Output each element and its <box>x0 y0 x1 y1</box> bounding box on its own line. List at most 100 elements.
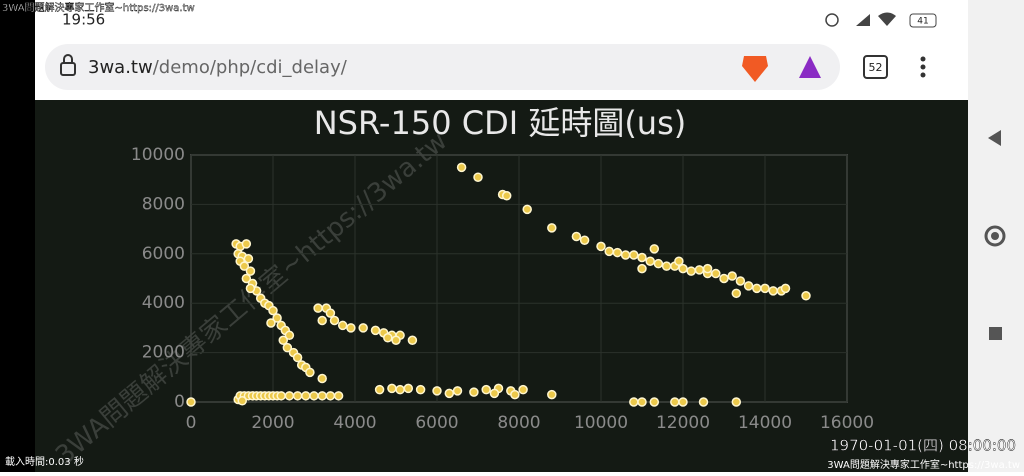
point <box>661 261 672 271</box>
point <box>237 396 247 406</box>
point <box>481 384 491 395</box>
point <box>333 391 344 401</box>
url-path: /demo/php/cdi_delay/ <box>153 57 348 78</box>
tab-switcher[interactable] <box>863 55 888 79</box>
load-time: 載入時間:0.03 秒 <box>5 455 84 468</box>
lock-shackle <box>63 54 73 63</box>
menu-dot[interactable] <box>920 72 926 78</box>
point <box>329 315 340 326</box>
point <box>337 320 348 331</box>
point <box>596 241 606 252</box>
point <box>317 391 327 401</box>
status-time: 19:56 <box>62 11 105 29</box>
point <box>282 342 293 353</box>
url[interactable]: 3wa.tw/demo/php/cdi_delay/ <box>88 57 348 78</box>
brave-icon[interactable] <box>742 56 768 82</box>
point <box>305 367 315 378</box>
y-tick-label: 6000 <box>142 244 185 264</box>
point <box>801 291 811 301</box>
point <box>387 383 397 394</box>
menu-dot[interactable] <box>920 64 926 70</box>
x-tick-label: 2000 <box>251 413 294 433</box>
point <box>629 250 639 260</box>
point <box>292 391 303 401</box>
y-tick-label: 10000 <box>131 145 185 165</box>
point <box>469 387 479 397</box>
point <box>432 386 442 396</box>
point <box>272 313 282 323</box>
x-tick-label: 10000 <box>574 413 628 433</box>
y-tick-label: 8000 <box>142 194 185 214</box>
point <box>768 286 778 296</box>
url-host: 3wa.tw <box>88 57 153 78</box>
point <box>702 263 713 274</box>
point <box>245 283 256 294</box>
point <box>358 323 368 333</box>
bat-icon[interactable] <box>799 56 821 78</box>
watermark-bottom: 3WA問題解決專家工作室~https://3wa.tw <box>827 458 1020 471</box>
point <box>313 303 323 313</box>
point <box>522 204 532 215</box>
point <box>241 239 252 249</box>
point <box>731 397 742 407</box>
point <box>245 266 256 276</box>
menu-dot[interactable] <box>920 56 926 62</box>
point <box>317 315 327 326</box>
point <box>719 273 729 284</box>
tab-count: 52 <box>869 61 883 74</box>
point <box>186 397 196 407</box>
clock: 1970-01-01(四) 08:00:00 <box>830 437 1016 455</box>
back-button[interactable] <box>988 130 1001 146</box>
point <box>374 384 385 395</box>
point <box>727 271 737 281</box>
battery-icon <box>909 13 937 28</box>
point <box>243 253 254 264</box>
alarm-icon <box>825 13 839 27</box>
point <box>678 263 688 274</box>
point <box>743 281 754 291</box>
point <box>501 191 512 201</box>
x-tick-label: 16000 <box>820 413 874 433</box>
recents-button[interactable] <box>989 327 1002 340</box>
point <box>678 397 688 407</box>
x-tick-label: 8000 <box>497 413 540 433</box>
point <box>604 246 614 257</box>
point <box>370 325 381 336</box>
point <box>780 283 791 294</box>
point <box>571 231 582 242</box>
chart-title: NSR-150 CDI 延時圖(us) <box>314 104 687 142</box>
point <box>579 235 590 245</box>
home-button[interactable] <box>984 225 1006 247</box>
x-tick-label: 12000 <box>656 413 710 433</box>
point <box>649 244 660 254</box>
point <box>284 391 295 401</box>
point <box>694 265 705 275</box>
point <box>612 247 623 258</box>
point <box>620 250 631 260</box>
point <box>473 172 483 182</box>
x-tick-label: 6000 <box>415 413 458 433</box>
point <box>325 308 336 318</box>
point <box>346 323 356 333</box>
watermark-top: 3WA問題解決專家工作室~https://3wa.tw <box>2 1 195 14</box>
point <box>629 397 639 407</box>
point <box>731 288 742 299</box>
plot: 0 2000 4000 6000 8000 10000 0 2000 4000 6000 8000 1… <box>131 145 874 433</box>
point <box>489 388 500 399</box>
address-bar[interactable] <box>45 44 840 90</box>
point <box>752 283 762 294</box>
point <box>637 397 647 407</box>
point <box>670 397 680 407</box>
point <box>645 256 655 266</box>
point <box>317 373 327 384</box>
x-tick-label: 4000 <box>333 413 376 433</box>
point <box>241 273 252 284</box>
point <box>415 384 426 395</box>
point <box>510 389 520 400</box>
point <box>686 266 696 276</box>
signal-icon <box>856 14 870 26</box>
point <box>391 335 401 345</box>
point <box>637 252 647 263</box>
point <box>452 386 463 396</box>
